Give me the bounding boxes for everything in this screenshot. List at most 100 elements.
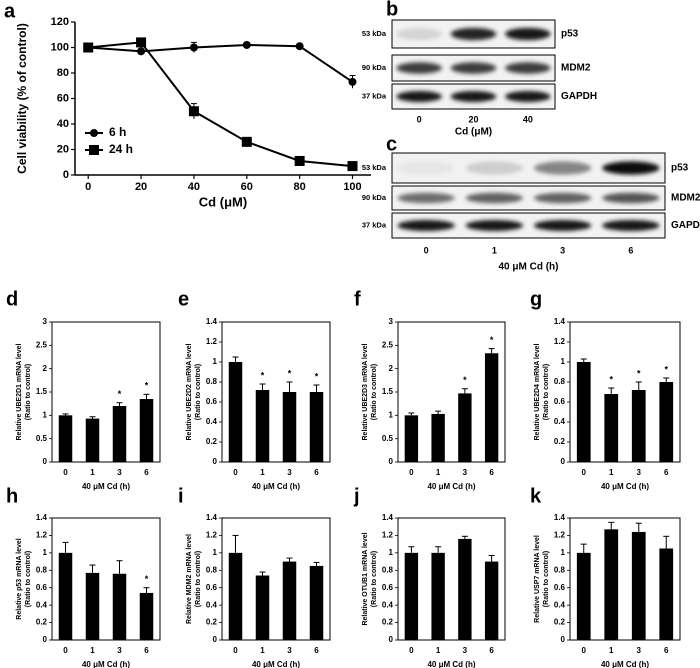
x-tick-label: 3 — [463, 468, 468, 477]
y-tick-label: 0 — [389, 457, 394, 466]
y-tick-label: 0.2 — [554, 437, 566, 446]
bar — [604, 394, 619, 462]
bar — [85, 418, 100, 462]
bar — [228, 552, 243, 640]
x-tick-label: 3 — [637, 468, 642, 477]
y-tick-label: 0.8 — [554, 565, 566, 574]
bar — [112, 573, 127, 640]
y-tick-label: 0.2 — [554, 618, 566, 627]
band-name: MDM2 — [671, 193, 700, 204]
lane-label: 20 — [468, 114, 478, 124]
bar — [255, 575, 270, 640]
blot-band — [533, 192, 592, 204]
blot-band — [396, 27, 442, 41]
y-axis-label: Relative MDM2 mRNA level — [186, 534, 193, 624]
point — [188, 106, 199, 117]
band-size: 90 kDa — [362, 193, 387, 202]
x-tick-label: 0 — [85, 181, 91, 193]
band-name: GAPDH — [561, 91, 597, 102]
x-tick-label: 40 — [188, 181, 200, 193]
blot-band — [533, 161, 592, 175]
panel-label: g — [530, 288, 542, 310]
bar — [431, 552, 445, 640]
point — [348, 77, 357, 86]
bar — [139, 399, 154, 462]
band-name: p53 — [671, 163, 689, 174]
x-tick-label: 80 — [294, 181, 306, 193]
y-tick-label: 0.8 — [36, 565, 48, 574]
x-tick-label: 6 — [144, 468, 149, 477]
x-tick-label: 0 — [63, 468, 68, 477]
y-tick-label: 0.6 — [554, 583, 566, 592]
y-tick-label: 120 — [51, 16, 69, 28]
y-tick-label: 2.5 — [382, 340, 394, 349]
y-tick-label: 0 — [561, 635, 566, 644]
y-tick-label: 0.6 — [206, 397, 218, 406]
plot-frame — [51, 517, 161, 641]
point — [241, 136, 252, 147]
x-tick-label: 1 — [90, 468, 95, 477]
blot-band — [465, 220, 524, 231]
panel-label: f — [354, 288, 361, 310]
significance-mark: * — [609, 374, 613, 384]
x-tick-label: 3 — [287, 468, 292, 477]
x-axis-label: 40 μM Cd (h) — [82, 482, 130, 491]
point — [136, 37, 147, 48]
plot-frame — [569, 321, 681, 463]
x-tick-label: 0 — [233, 468, 238, 477]
x-axis-label: Cd (μM) — [455, 127, 492, 138]
significance-mark: * — [315, 371, 319, 381]
y-axis-label: (Ratio to control) — [543, 551, 550, 607]
plot-frame — [221, 321, 331, 463]
y-tick-label: 1.2 — [206, 531, 218, 540]
y-axis-label: (Ratio to control) — [25, 551, 32, 607]
blot-band — [505, 27, 551, 41]
bar — [659, 382, 674, 462]
legend-marker — [89, 145, 99, 155]
x-tick-label: 6 — [664, 646, 669, 655]
x-tick-label: 1 — [609, 646, 614, 655]
bar — [58, 415, 73, 462]
bar — [576, 552, 591, 640]
x-axis-label: 40 μM Cd (h) — [252, 482, 300, 491]
panel-label: i — [178, 485, 184, 507]
bar — [112, 406, 127, 462]
y-tick-label: 1.4 — [554, 317, 566, 326]
band-name: MDM2 — [561, 63, 591, 74]
y-tick-label: 1.4 — [382, 513, 394, 522]
bar — [139, 592, 154, 640]
blot-band — [505, 62, 551, 74]
plot-frame — [221, 517, 331, 641]
y-tick-label: 0.4 — [206, 417, 218, 426]
y-tick-label: 0 — [43, 457, 48, 466]
bar — [484, 561, 499, 640]
y-tick-label: 1.2 — [206, 337, 218, 346]
series-line — [88, 43, 354, 83]
y-tick-label: 1.2 — [554, 337, 566, 346]
band-name: GAPDH — [671, 220, 700, 231]
y-tick-label: 0 — [213, 457, 218, 466]
y-axis-label: (Ratio to control) — [25, 364, 32, 420]
x-tick-label: 6 — [489, 468, 494, 477]
lane-label: 1 — [492, 245, 497, 255]
x-tick-label: 6 — [314, 468, 319, 477]
significance-mark: * — [664, 364, 668, 374]
significance-mark: * — [637, 368, 641, 378]
blot-band — [602, 161, 660, 175]
y-axis-label: (Ratio to control) — [195, 364, 202, 420]
band-size: 53 kDa — [362, 163, 387, 172]
legend-label: 6 h — [109, 125, 126, 139]
y-tick-label: 1.4 — [554, 513, 566, 522]
x-axis-label: 40 μM Cd (h) — [498, 262, 558, 273]
point — [294, 155, 305, 166]
significance-mark: * — [118, 389, 122, 399]
y-axis-label: (Ratio to control) — [371, 551, 378, 607]
x-tick-label: 0 — [409, 646, 414, 655]
y-axis-label: Relative OTUB1 mRNA level — [362, 532, 369, 625]
bar — [282, 561, 297, 640]
panel-label: c — [386, 133, 397, 155]
significance-mark: * — [145, 381, 149, 391]
x-tick-label: 1 — [260, 468, 265, 477]
band-name: p53 — [561, 29, 579, 40]
